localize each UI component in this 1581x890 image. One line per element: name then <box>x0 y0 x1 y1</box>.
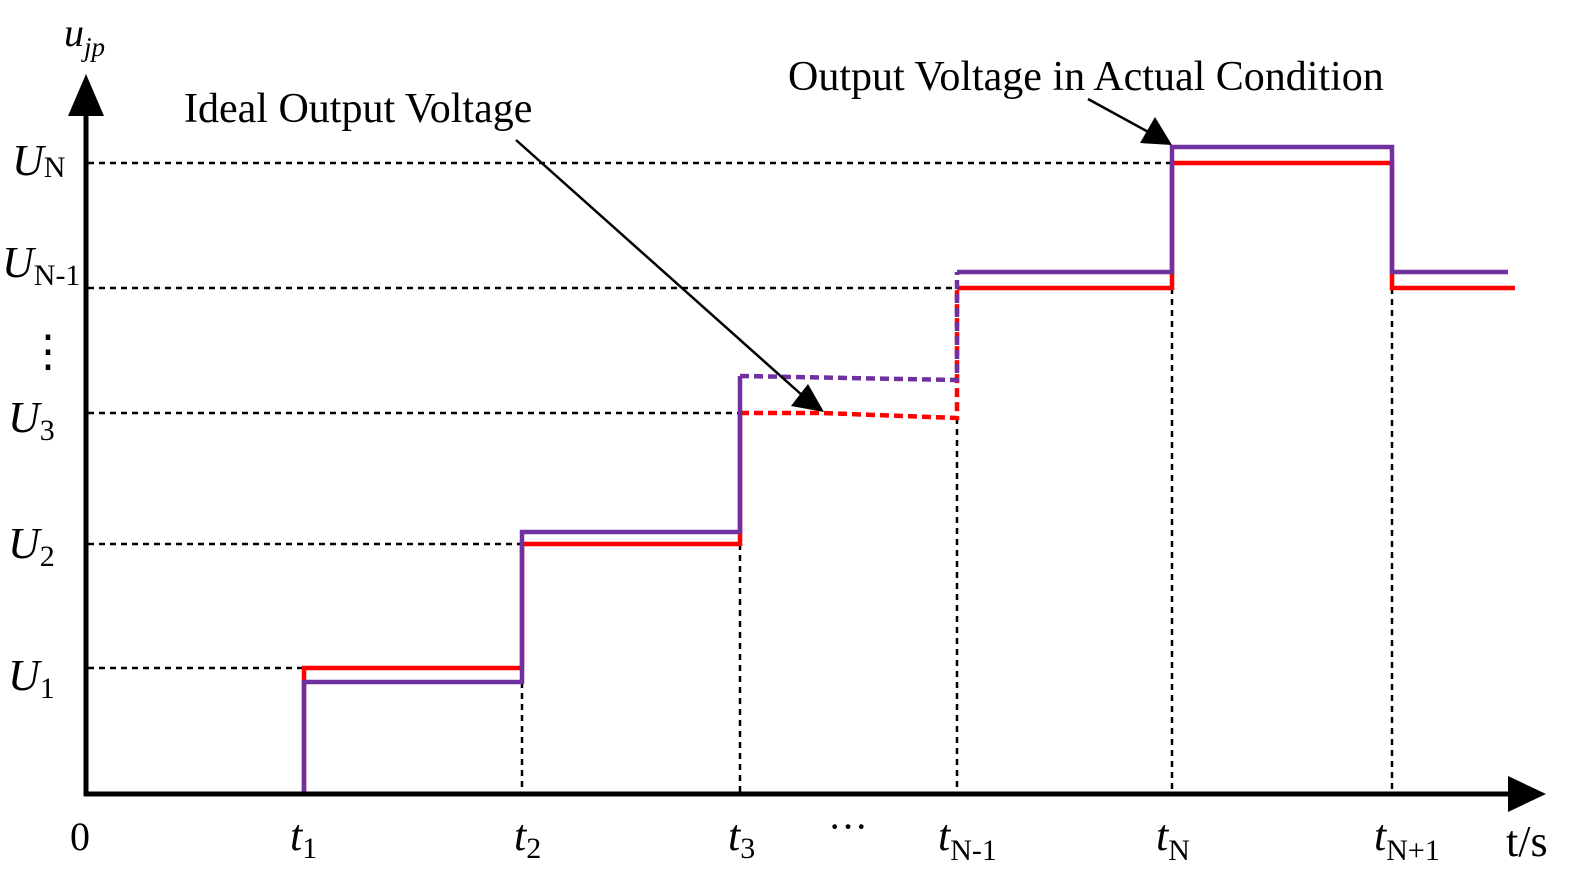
x-tick-t2: t2 <box>514 811 541 865</box>
annotation-arrows <box>515 97 1153 397</box>
y-tick-UN-1: UN-1 <box>2 238 80 292</box>
y-tick-UN: UN <box>12 136 65 185</box>
ideal-step-solid-2 <box>957 160 1515 291</box>
ideal-output-series <box>86 160 1515 797</box>
ideal-arrow-line <box>515 139 804 397</box>
axes <box>83 110 1512 797</box>
x-tick-t1: t1 <box>290 811 317 865</box>
ideal-step-dashed <box>740 288 960 421</box>
ideal-output-label: Ideal Output Voltage <box>184 86 532 132</box>
x-tick-tN: tN <box>1156 811 1190 867</box>
x-tick-t3: t3 <box>728 811 755 865</box>
x-tick-tN-1: tN-1 <box>938 811 997 867</box>
y-axis-title: ujp <box>64 10 105 62</box>
actual-step-dashed <box>739 272 960 383</box>
actual-step-solid-2 <box>957 144 1508 275</box>
actual-output-series <box>301 144 1508 794</box>
y-tick-U3: U3 <box>8 393 55 447</box>
actual-output-label: Output Voltage in Actual Condition <box>788 54 1384 100</box>
x-axis-title: t/s <box>1506 817 1548 866</box>
x-axis-arrow <box>1508 776 1546 812</box>
actual-arrow-line <box>1087 97 1153 136</box>
ideal-step-solid-1 <box>86 413 743 797</box>
guide-lines <box>88 161 1394 794</box>
x-ellipsis: ··· <box>828 804 868 849</box>
y-tick-U2: U2 <box>8 519 55 573</box>
origin-label: 0 <box>70 814 90 859</box>
x-tick-tN+1: tN+1 <box>1374 811 1440 867</box>
ideal-arrow-head <box>791 384 824 412</box>
y-tick-U1: U1 <box>8 651 55 705</box>
actual-arrow-head <box>1140 117 1172 145</box>
y-ellipsis: ⋮ <box>26 327 70 376</box>
y-axis-arrow <box>68 74 104 116</box>
actual-step-solid-1 <box>301 376 743 794</box>
